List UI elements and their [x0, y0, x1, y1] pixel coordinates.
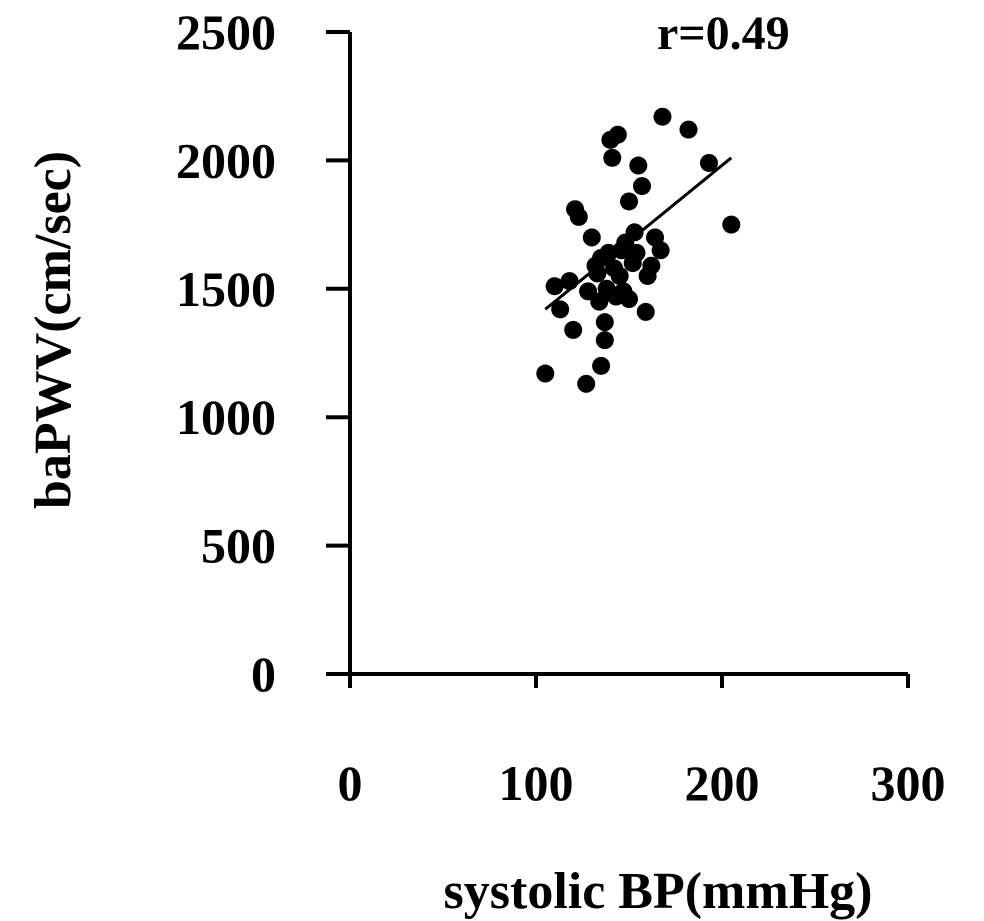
y-tick-label: 1000 — [176, 389, 276, 445]
data-point — [564, 320, 583, 339]
data-point — [620, 290, 638, 309]
y-ticks: 0 500 1000 1500 2000 2500 — [176, 4, 350, 702]
y-tick-label: 0 — [251, 646, 276, 702]
data-point — [699, 153, 718, 172]
y-axis-label: baPWV(cm/sec) — [25, 151, 82, 509]
data-point — [633, 177, 652, 196]
correlation-annotation: r=0.49 — [657, 7, 790, 60]
x-axis-label: systolic BP(mmHg) — [444, 863, 873, 920]
data-point — [620, 192, 638, 211]
data-point — [642, 256, 661, 275]
data-point — [592, 356, 611, 375]
y-tick-label: 2500 — [176, 4, 276, 60]
y-tick-label: 1500 — [176, 261, 276, 317]
data-point — [560, 272, 579, 291]
data-point — [636, 302, 655, 321]
data-point — [651, 241, 670, 260]
data-point — [625, 223, 644, 242]
data-point — [603, 148, 622, 167]
data-point — [595, 331, 614, 350]
x-axis: 0 100 200 300 — [338, 672, 946, 811]
y-tick-label: 500 — [201, 518, 276, 574]
data-point — [629, 156, 648, 175]
data-point — [577, 374, 596, 393]
data-point — [653, 107, 672, 126]
y-tick-label: 2000 — [176, 132, 276, 188]
x-tick-label: 0 — [338, 755, 363, 811]
x-tick-label: 200 — [685, 755, 760, 811]
data-point — [608, 125, 627, 144]
x-tick-label: 300 — [871, 755, 946, 811]
data-point — [595, 313, 614, 332]
data-points — [536, 107, 741, 393]
data-point — [551, 300, 570, 319]
x-tick-label: 100 — [499, 755, 574, 811]
data-point — [545, 277, 564, 296]
x-ticks: 0 100 200 300 — [338, 674, 946, 811]
data-point — [722, 215, 741, 234]
data-point — [536, 364, 555, 383]
trendline — [544, 156, 733, 311]
data-point — [679, 120, 698, 139]
data-point — [569, 207, 588, 226]
y-axis: 0 500 1000 1500 2000 2500 — [176, 4, 352, 702]
data-point — [610, 266, 629, 285]
data-point — [582, 228, 601, 247]
data-point — [627, 243, 646, 262]
